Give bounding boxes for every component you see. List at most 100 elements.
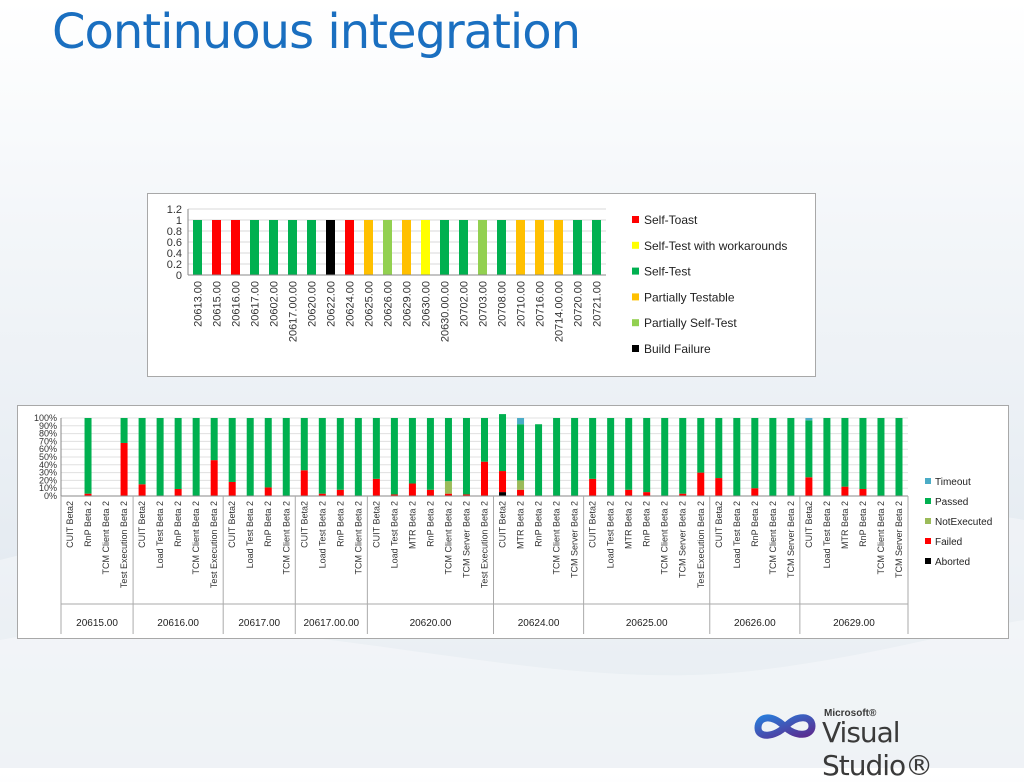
bar-segment-passed [354,418,362,496]
bar-segment-passed [751,418,759,489]
visual-studio-logo: Microsoft® Visual Studio® [752,706,992,782]
bar-20702.00 [459,220,468,275]
bar-segment-passed [228,418,236,482]
group-label: 20615.00 [76,618,118,629]
bar-segment-failed [625,489,633,496]
x-tick-label: 20630.00.00 [440,281,452,342]
x-tick-label: 20703.00 [478,281,490,327]
x-tick-label: MTR Beta 2 [840,501,850,549]
x-tick-label: TCM Client Beta 2 [353,501,363,575]
bar-segment-failed [300,470,308,496]
bar-20708.00 [497,220,506,275]
x-tick-label: RnP Beta 2 [858,501,868,547]
x-tick-label: 20613.00 [193,281,205,327]
x-tick-label: Load Test Beta 2 [822,501,832,568]
y-tick-label: 80% [39,429,57,439]
x-tick-label: 20616.00 [231,281,243,327]
legend-swatch-partially_testable [632,293,639,301]
bar-segment-failed [697,472,705,496]
bar-segment-failed [715,478,723,496]
legend-label-not_executed: NotExecuted [935,517,992,528]
slide-title: Continuous integration [52,4,581,60]
x-tick-label: 20721.00 [592,281,604,327]
y-tick-label: 50% [39,452,57,462]
bar-segment-passed [625,418,633,490]
group-label: 20617.00.00 [304,618,360,629]
y-tick-label: 20% [39,475,57,485]
bar-segment-failed [84,493,92,496]
bar-segment-passed [787,418,795,496]
bar-segment-passed [571,418,579,496]
bar-segment-passed [661,418,669,496]
bar-segment-failed [210,460,218,496]
bar-20616.00 [231,220,240,275]
bar-segment-passed [390,418,398,495]
bar-segment-passed [499,414,507,472]
bar-segment-passed [679,418,687,494]
x-tick-label: RnP Beta 2 [534,501,544,547]
bar-segment-passed [877,418,885,496]
bar-20625.00 [364,220,373,275]
bar-segment-passed [84,418,92,494]
bar-segment-failed [751,488,759,496]
legend-label-timeout: Timeout [935,477,971,488]
x-tick-label: TCM Server Beta 2 [786,501,796,578]
x-tick-label: TCM Client Beta 2 [191,501,201,575]
bar-segment-timeout [805,418,813,421]
bar-segment-passed [517,424,525,481]
y-tick-label: 0 [176,270,182,282]
bar-20617.00.00 [288,220,297,275]
bar-segment-failed [481,461,488,496]
logo-product: Visual Studio® [822,716,933,782]
group-label: 20624.00 [518,618,560,629]
x-tick-label: Test Execution Beta 2 [209,501,219,588]
x-tick-label: 20714.00.00 [554,281,566,342]
x-tick-label: Load Test Beta 2 [732,501,742,568]
bar-segment-failed [643,492,651,496]
x-tick-label: 20710.00 [516,281,528,327]
bar-segment-passed [192,418,200,496]
y-tick-label: 10% [39,483,57,493]
bar-segment-aborted [499,492,507,496]
bar-segment-passed [481,418,488,462]
legend-swatch-self_toast [632,216,639,223]
build-status-chart: 1.2 1 0.8 0.6 0.4 0.2 0 20613.00 20615.00 20616.0… [147,193,816,377]
x-tick-label: RnP Beta 2 [750,501,760,547]
x-tick-label: CUIT Beta2 [588,501,598,548]
x-tick-label: MTR Beta 2 [624,501,634,549]
bar-segment-timeout [517,418,525,425]
legend-label-self_test: Self-Test [644,265,691,279]
bar-segment-failed [318,493,326,496]
bar-segment-not_executed [517,480,525,490]
x-tick-label: Test Execution Beta 2 [119,501,129,588]
bar-segment-failed [174,488,182,496]
bar-segment-failed [859,488,867,496]
group-label: 20616.00 [157,618,199,629]
bar-segment-passed [769,418,777,496]
legend-swatch-aborted [925,558,931,564]
bar-segment-failed [444,493,452,496]
bar-segment-passed [246,418,254,496]
bar-20624.00 [345,220,354,275]
bar-20720.00 [573,220,582,275]
x-tick-label: TCM Client Beta 2 [281,501,291,575]
bar-20716.00 [535,220,544,275]
bar-segment-passed [859,418,867,489]
bar-segment-passed [336,418,344,490]
x-tick-label: 20622.00 [326,281,338,327]
legend-label-failed: Failed [935,537,962,548]
x-tick-label: TCM Client Beta 2 [768,501,778,575]
bar-segment-passed [282,418,290,496]
bar-segment-passed [553,418,561,496]
x-tick-label: 20620.00 [307,281,319,327]
group-label: 20629.00 [833,618,875,629]
bar-segment-passed [535,424,543,496]
legend-label-aborted: Aborted [935,557,970,568]
x-tick-label: 20602.00 [269,281,281,327]
y-tick-label: 60% [39,444,57,454]
x-tick-label: CUIT Beta2 [65,501,75,548]
bar-segment-passed [462,418,470,495]
x-tick-label: CUIT Beta2 [137,501,147,548]
legend-swatch-partially_self_test [632,319,639,327]
bar-segment-passed [174,418,182,489]
